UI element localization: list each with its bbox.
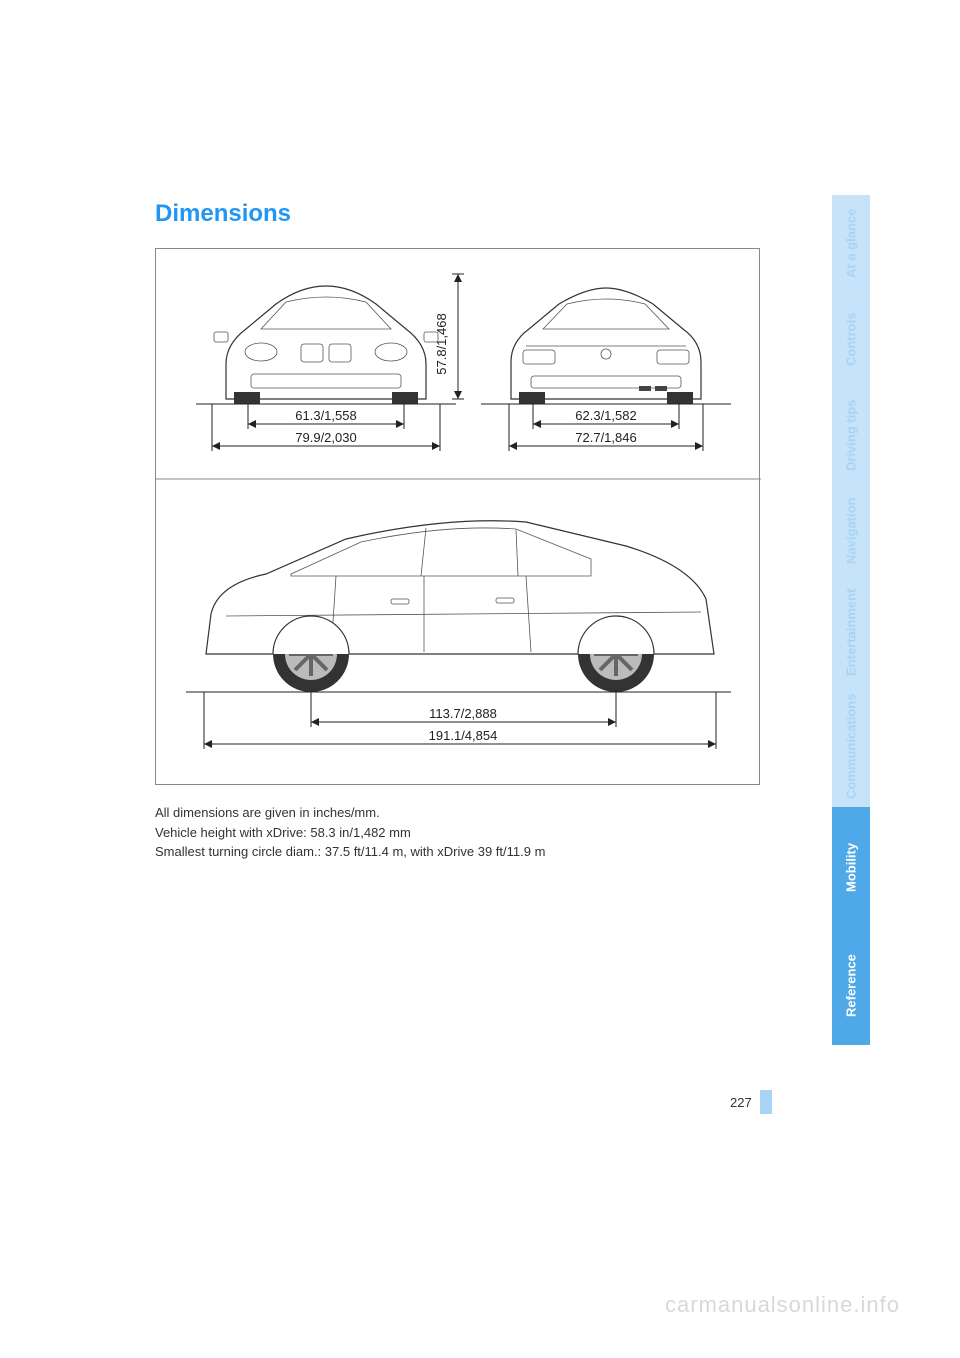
tab-entertainment[interactable]: Entertainment: [832, 579, 870, 685]
page-marker: [760, 1090, 772, 1114]
rear-track-label: 62.3/1,582: [575, 408, 636, 423]
dimension-notes: All dimensions are given in inches/mm. V…: [155, 803, 785, 862]
rear-width-label: 72.7/1,846: [575, 430, 636, 445]
dimensions-diagram: 57.8/1,468: [155, 248, 760, 785]
note-line-1: All dimensions are given in inches/mm.: [155, 803, 785, 823]
page-number: 227: [730, 1095, 752, 1110]
watermark: carmanualsonline.info: [665, 1292, 900, 1318]
wheelbase-label: 113.7/2,888: [429, 706, 497, 721]
front-track-label: 61.3/1,558: [295, 408, 356, 423]
note-line-2: Vehicle height with xDrive: 58.3 in/1,48…: [155, 823, 785, 843]
rear-view: [481, 288, 731, 404]
main-content: Dimensions 57.8/1,468: [155, 200, 785, 862]
note-line-3: Smallest turning circle diam.: 37.5 ft/1…: [155, 842, 785, 862]
tab-navigation[interactable]: Navigation: [832, 483, 870, 579]
front-view: [196, 286, 456, 404]
height-label: 57.8/1,468: [434, 313, 449, 374]
tab-reference[interactable]: Reference: [832, 927, 870, 1045]
wheelbase-dim: 113.7/2,888: [311, 692, 616, 727]
front-track-dim: 61.3/1,558: [248, 404, 404, 429]
height-dimension: 57.8/1,468: [434, 274, 464, 399]
tab-driving-tips[interactable]: Driving tips: [832, 387, 870, 483]
length-label: 191.1/4,854: [429, 728, 498, 743]
rear-track-dim: 62.3/1,582: [533, 404, 679, 429]
front-width-label: 79.9/2,030: [295, 430, 356, 445]
side-view: [186, 521, 731, 692]
tab-controls[interactable]: Controls: [832, 291, 870, 387]
tab-at-a-glance[interactable]: At a glance: [832, 195, 870, 291]
section-title: Dimensions: [155, 200, 785, 228]
tab-communications[interactable]: Communications: [832, 685, 870, 807]
tab-mobility[interactable]: Mobility: [832, 807, 870, 927]
section-tabs: At a glanceControlsDriving tipsNavigatio…: [832, 195, 870, 1045]
